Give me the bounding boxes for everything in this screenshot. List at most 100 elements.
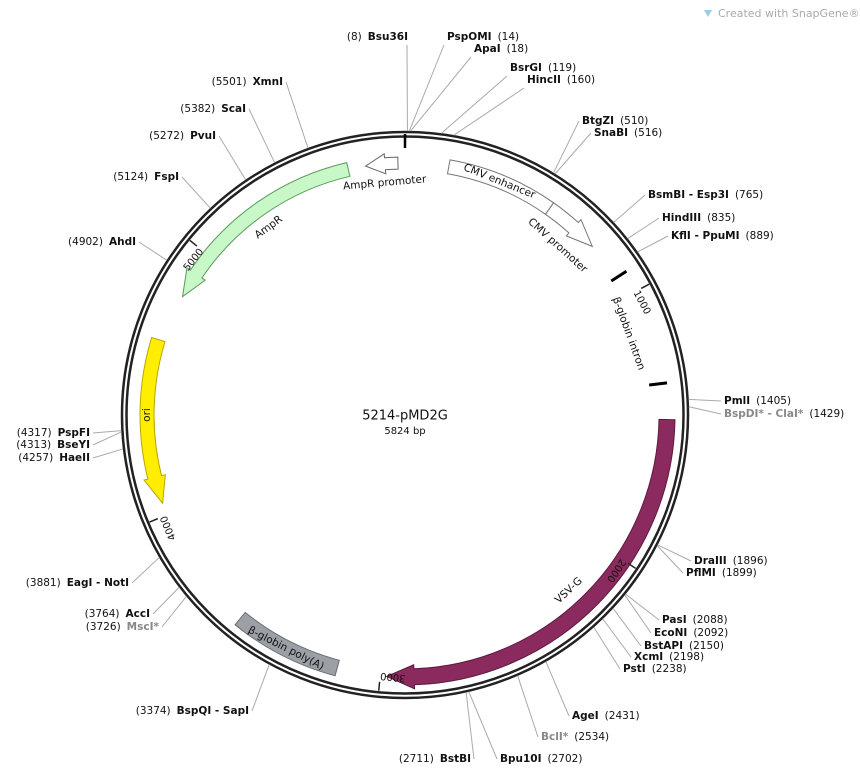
site-position: (2088): [693, 614, 728, 626]
site-label: PspOMI (14): [447, 31, 519, 43]
tick-mark: [189, 239, 198, 247]
site-position: (3764): [85, 608, 120, 620]
site: BsrGI (119): [441, 62, 576, 134]
site-name: BsmBI - Esp3I: [648, 189, 729, 201]
tick-mark: [640, 283, 650, 290]
site-position: (5382): [180, 103, 215, 115]
site-name: BspQI - SapI: [177, 705, 249, 717]
site-name: PspFI: [58, 427, 90, 439]
site: AgeI (2431): [545, 661, 640, 722]
site-leader: [593, 626, 621, 670]
site: (4257) HaeII: [18, 448, 124, 464]
site-leader: [637, 235, 669, 253]
site-position: (14): [498, 31, 520, 43]
site: HincII (160): [453, 74, 595, 136]
site-leader: [92, 448, 124, 459]
feature: AmpR promoter: [343, 152, 427, 193]
site: PstI (2238): [593, 626, 687, 675]
feature: VSV-G: [385, 418, 676, 690]
site-name: SnaBI: [594, 127, 628, 139]
site-name: PvuI: [190, 130, 216, 142]
feature: ori: [139, 336, 166, 505]
site-position: (3726): [86, 621, 121, 633]
site-name: Bpu10I: [500, 753, 542, 765]
site: (3881) EagI - NotI: [26, 557, 160, 589]
site-name: BstAPI: [644, 640, 683, 652]
site: (4902) AhdI: [68, 236, 168, 261]
site-leader: [545, 661, 570, 717]
site-leader: [92, 431, 122, 446]
feature-shape: [544, 202, 594, 248]
site-label: (4257) HaeII: [18, 452, 90, 464]
site-position: (2702): [548, 753, 583, 765]
site-leader: [656, 545, 684, 574]
site-position: (5124): [113, 171, 148, 183]
site-name: ApaI: [474, 43, 501, 55]
site-label: HindIII (835): [662, 212, 735, 224]
site-name: EagI - NotI: [67, 577, 129, 589]
site-name: AccI: [126, 608, 150, 620]
site-leader: [627, 217, 660, 240]
watermark-icon: [704, 10, 712, 17]
site-leader: [613, 194, 646, 223]
site-label: BsmBI - Esp3I (765): [648, 189, 763, 201]
site-leader: [553, 120, 580, 174]
site: ApaI (18): [410, 43, 528, 132]
site: EcoNI (2092): [624, 594, 728, 639]
site-leader: [218, 135, 247, 181]
site-leader: [602, 618, 632, 658]
watermark: Created with SnapGene®: [704, 7, 860, 20]
tick-label: 1000: [631, 289, 653, 317]
site: PflMI (1899): [656, 545, 757, 579]
site-leader: [408, 44, 445, 132]
site-leader: [624, 594, 652, 634]
site: (5272) PvuI: [149, 130, 247, 181]
site-position: (1896): [733, 555, 768, 567]
site-label: XcmI (2198): [634, 651, 704, 663]
site-position: (510): [620, 115, 648, 127]
site: KflI - PpuMI (889): [637, 230, 774, 253]
site-leader: [453, 87, 525, 136]
site: XcmI (2198): [602, 618, 704, 663]
site-leader: [181, 176, 211, 209]
site-label: (3726) MscI*: [86, 621, 160, 633]
site-name: BspDI* - ClaI*: [724, 408, 804, 420]
site-label: BclI* (2534): [541, 731, 609, 743]
site-leader: [131, 557, 160, 584]
site-leader: [161, 596, 187, 628]
site-leader: [612, 608, 642, 647]
site: BclI* (2534): [517, 675, 609, 743]
site-leader: [625, 593, 660, 621]
site-label: DraIII (1896): [694, 555, 768, 567]
site: BspDI* - ClaI* (1429): [688, 406, 844, 420]
tick-mark: [149, 517, 159, 523]
site-label: EcoNI (2092): [654, 627, 728, 639]
site-leader: [152, 586, 180, 615]
site-name: BstBI: [440, 753, 471, 765]
feature-shape: [234, 611, 340, 677]
tick-mark: [627, 562, 637, 570]
site-name: PasI: [662, 614, 687, 626]
site-position: (8): [347, 31, 362, 43]
site-name: EcoNI: [654, 627, 687, 639]
site-leader: [441, 75, 508, 134]
feature-shape: [139, 336, 166, 505]
site-leader: [688, 398, 722, 402]
site: (5124) FspI: [113, 171, 211, 209]
site: BstAPI (2150): [612, 608, 724, 652]
site-position: (5501): [212, 76, 247, 88]
site-label: PstI (2238): [623, 663, 687, 675]
site-position: (889): [746, 230, 774, 242]
site-position: (160): [567, 74, 595, 86]
site-label: (4902) AhdI: [68, 236, 136, 248]
site-name: MscI*: [127, 621, 160, 633]
site-name: PspOMI: [447, 31, 492, 43]
site-name: BtgZI: [582, 115, 614, 127]
site-label: AgeI (2431): [572, 710, 640, 722]
site-position: (2150): [689, 640, 724, 652]
site-name: AhdI: [109, 236, 136, 248]
site-label: Bpu10I (2702): [500, 753, 582, 765]
site: (3374) BspQI - SapI: [136, 664, 270, 717]
site-label: (3881) EagI - NotI: [26, 577, 129, 589]
